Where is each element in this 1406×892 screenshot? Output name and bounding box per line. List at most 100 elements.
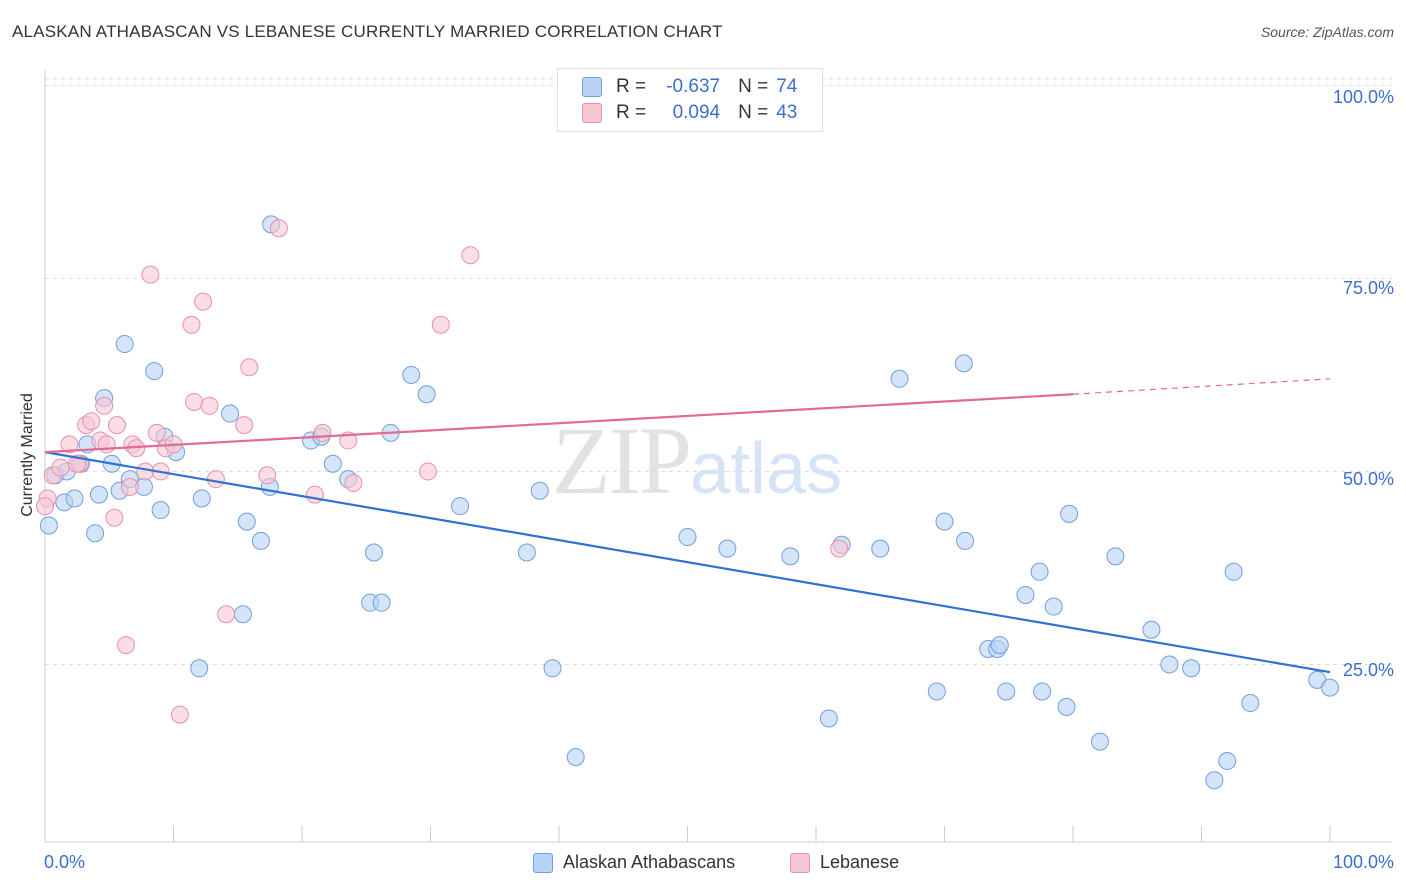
- alaskan-point: [1160, 655, 1179, 674]
- alaskan-point: [372, 593, 391, 612]
- alaskan-point: [890, 369, 909, 388]
- lebanese-point: [105, 508, 124, 527]
- alaskan-point: [145, 362, 164, 381]
- alaskan-point: [1205, 771, 1224, 790]
- alaskan-point: [402, 365, 421, 384]
- correlation-legend: R = -0.637 N = 74 R = 0.094 N = 43: [557, 68, 823, 132]
- y-tick-label: 100.0%: [1332, 87, 1394, 107]
- alaskan-point: [451, 497, 470, 516]
- lebanese-point: [313, 423, 332, 442]
- lebanese-point: [60, 435, 79, 454]
- alaskan-point: [151, 501, 170, 520]
- lebanese-point: [194, 292, 213, 311]
- x-tick-label: 100.0%: [1332, 852, 1394, 872]
- lebanese-point: [170, 705, 189, 724]
- lebanese-point: [258, 466, 277, 485]
- lebanese-point: [185, 392, 204, 411]
- alaskan-point: [927, 682, 946, 701]
- legend-r-value: -0.637: [666, 76, 721, 97]
- alaskan-point: [190, 659, 209, 678]
- lebanese-point: [217, 605, 236, 624]
- lebanese-point: [235, 416, 254, 435]
- lebanese-point: [830, 539, 849, 558]
- lebanese-point: [305, 485, 324, 504]
- lebanese-point: [206, 470, 225, 489]
- legend-n-label: N =: [738, 102, 769, 123]
- lebanese-point: [82, 412, 101, 431]
- y-tick-label: 75.0%: [1342, 278, 1394, 298]
- alaskan-point: [990, 636, 1009, 655]
- alaskan-point: [935, 512, 954, 531]
- alaskan-point: [1218, 751, 1237, 770]
- alaskan-point: [237, 512, 256, 531]
- alaskan-point: [65, 489, 84, 508]
- alaskan-point: [566, 748, 585, 767]
- alaskan-point: [819, 709, 838, 728]
- legend-r-label: R =: [616, 102, 647, 123]
- legend-swatch-blue: [582, 77, 602, 97]
- alaskan-point: [115, 335, 134, 354]
- alaskan-point: [543, 659, 562, 678]
- alaskan-point: [86, 524, 105, 543]
- series-legend-label: Lebanese: [820, 852, 900, 872]
- alaskan-point: [781, 547, 800, 566]
- legend-n-value: 43: [776, 102, 798, 123]
- chart-title: ALASKAN ATHABASCAN VS LEBANESE CURRENTLY…: [12, 22, 723, 41]
- alaskan-point: [364, 543, 383, 562]
- lebanese-point: [97, 435, 116, 454]
- legend-r-value: 0.094: [672, 102, 721, 123]
- lebanese-trend-extension: [1072, 378, 1331, 395]
- legend-n-label: N =: [738, 76, 769, 97]
- lebanese-point: [182, 315, 201, 334]
- y-axis-label: Currently Married: [19, 393, 36, 517]
- legend-n-value: 74: [776, 76, 798, 97]
- lebanese-point: [95, 396, 114, 415]
- alaskan-point: [39, 516, 58, 535]
- legend-r-label: R =: [616, 76, 647, 97]
- lebanese-point: [461, 246, 480, 265]
- source-note: Source: ZipAtlas.com: [1260, 24, 1394, 40]
- alaskan-point: [517, 543, 536, 562]
- lebanese-point: [147, 423, 166, 442]
- legend-row-alaskan: R = -0.637 N = 74: [558, 74, 797, 100]
- alaskan-point: [1142, 620, 1161, 639]
- legend-swatch-pink: [582, 103, 602, 123]
- alaskan-point: [956, 531, 975, 550]
- y-tick-label: 50.0%: [1342, 469, 1394, 489]
- alaskan-point: [1057, 697, 1076, 716]
- alaskan-point: [954, 354, 973, 373]
- watermark-atlas: atlas: [690, 429, 843, 509]
- lebanese-point: [269, 219, 288, 238]
- lebanese-point: [136, 462, 155, 481]
- alaskan-point: [1241, 694, 1260, 713]
- alaskan-trend-line: [44, 451, 1331, 674]
- alaskan-point: [323, 454, 342, 473]
- series-legend-label: Alaskan Athabascans: [563, 852, 736, 872]
- lebanese-point: [240, 358, 259, 377]
- alaskan-point: [1224, 562, 1243, 581]
- alaskan-point: [1090, 732, 1109, 751]
- alaskan-point: [1016, 585, 1035, 604]
- alaskan-point: [530, 481, 549, 500]
- alaskan-point: [1033, 682, 1052, 701]
- lebanese-point: [141, 265, 160, 284]
- alaskan-point: [1106, 547, 1125, 566]
- lebanese-point: [431, 315, 450, 334]
- lebanese-point: [36, 497, 54, 516]
- alaskan-point: [89, 485, 108, 504]
- alaskan-point: [251, 531, 270, 550]
- series-legend-lebanese: Lebanese: [790, 852, 899, 873]
- x-tick-label: 0.0%: [44, 852, 86, 872]
- lebanese-point: [51, 458, 70, 477]
- series-legend-alaskan: Alaskan Athabascans: [533, 852, 735, 873]
- alaskan-point: [718, 539, 737, 558]
- lebanese-point: [107, 416, 126, 435]
- alaskan-point: [1060, 504, 1079, 523]
- alaskan-point: [221, 404, 240, 423]
- alaskan-point: [678, 528, 697, 547]
- lebanese-point: [344, 474, 363, 493]
- y-tick-label: 25.0%: [1342, 660, 1394, 680]
- legend-row-lebanese: R = 0.094 N = 43: [558, 100, 797, 126]
- alaskan-point: [233, 605, 252, 624]
